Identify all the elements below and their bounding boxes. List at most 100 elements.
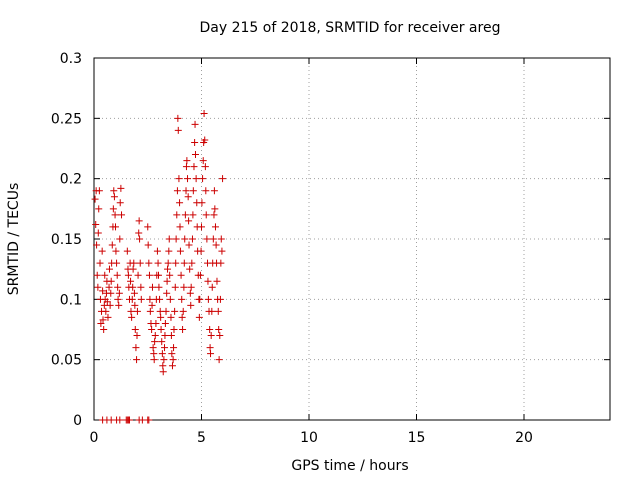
data-point <box>151 332 159 340</box>
data-point <box>115 289 123 297</box>
data-point <box>113 259 121 267</box>
data-point <box>128 313 136 321</box>
y-tick-label: 0.15 <box>51 232 82 248</box>
data-point <box>182 187 190 195</box>
data-point <box>148 301 156 309</box>
data-point <box>172 259 180 267</box>
data-point <box>213 277 221 285</box>
data-point <box>161 344 169 352</box>
data-point <box>201 163 209 171</box>
data-point <box>109 205 117 213</box>
x-tick-label: 10 <box>300 430 318 446</box>
data-point <box>96 259 104 267</box>
data-point <box>135 229 143 237</box>
data-point <box>172 235 180 243</box>
data-point <box>146 307 154 315</box>
y-tick-label: 0.1 <box>60 292 82 308</box>
data-point <box>171 307 179 315</box>
data-point <box>135 217 143 225</box>
data-point <box>129 265 137 273</box>
data-point <box>155 283 163 291</box>
data-point <box>145 259 153 267</box>
data-point <box>150 356 158 364</box>
data-point <box>144 223 152 231</box>
data-point <box>189 211 197 219</box>
data-point <box>188 235 196 243</box>
data-point <box>176 247 184 255</box>
data-point <box>145 271 153 279</box>
data-point <box>167 313 175 321</box>
data-point <box>196 295 204 303</box>
data-point <box>99 316 107 324</box>
data-point <box>171 283 179 291</box>
data-point <box>208 307 216 315</box>
data-point <box>95 187 103 195</box>
x-tick-label: 20 <box>515 430 533 446</box>
data-point <box>207 350 215 358</box>
data-point <box>204 277 212 285</box>
data-point <box>154 259 162 267</box>
data-point <box>170 344 178 352</box>
data-point <box>133 356 141 364</box>
data-point <box>159 362 167 370</box>
data-point <box>181 211 189 219</box>
data-point <box>165 235 173 243</box>
data-point <box>112 247 120 255</box>
data-point <box>190 163 198 171</box>
data-point <box>153 247 161 255</box>
data-point <box>93 241 101 249</box>
data-point <box>137 295 145 303</box>
data-point <box>199 175 207 183</box>
data-point <box>174 114 182 122</box>
data-point <box>157 313 165 321</box>
data-point <box>133 307 141 315</box>
data-point <box>168 362 176 370</box>
data-point <box>130 289 138 297</box>
data-point <box>152 319 160 327</box>
data-point <box>112 223 119 231</box>
data-point <box>124 271 132 279</box>
data-point <box>114 283 122 291</box>
data-point <box>113 271 121 279</box>
data-point <box>129 283 137 291</box>
data-point <box>210 187 218 195</box>
y-tick-label: 0.3 <box>60 51 82 67</box>
tick-layer: 0 0.05 0.1 0.15 0.2 0.25 0.3 0 5 10 15 20 <box>51 51 610 446</box>
data-point <box>105 265 113 273</box>
data-point <box>97 319 105 327</box>
data-point <box>196 271 204 279</box>
data-point <box>218 247 226 255</box>
data-point <box>207 332 215 340</box>
data-point <box>144 241 152 249</box>
x-axis-label: GPS time / hours <box>291 458 408 474</box>
data-point <box>158 350 166 358</box>
data-point <box>91 195 99 203</box>
data-point <box>177 271 185 279</box>
y-axis-label: SRMTID / TECUs <box>6 183 22 296</box>
data-point <box>181 235 189 243</box>
data-point <box>168 350 176 358</box>
data-point <box>93 271 101 279</box>
data-point <box>209 235 217 243</box>
data-point <box>202 211 210 219</box>
data-point <box>164 259 172 267</box>
y-tick-label: 0 <box>73 413 82 429</box>
data-point <box>208 283 216 291</box>
data-point <box>94 229 102 237</box>
data-point <box>201 136 209 144</box>
data-point <box>191 120 199 128</box>
data-point <box>186 265 194 273</box>
data-point <box>136 259 144 267</box>
data-point <box>215 326 223 333</box>
chart-title: Day 215 of 2018, SRMTID for receiver are… <box>200 20 501 36</box>
data-point <box>111 211 119 219</box>
data-point <box>175 175 183 183</box>
data-point <box>178 295 186 303</box>
data-point <box>176 223 184 231</box>
data-point <box>178 313 186 321</box>
data-point <box>95 205 103 213</box>
data-point <box>183 157 191 165</box>
data-point <box>148 326 156 333</box>
